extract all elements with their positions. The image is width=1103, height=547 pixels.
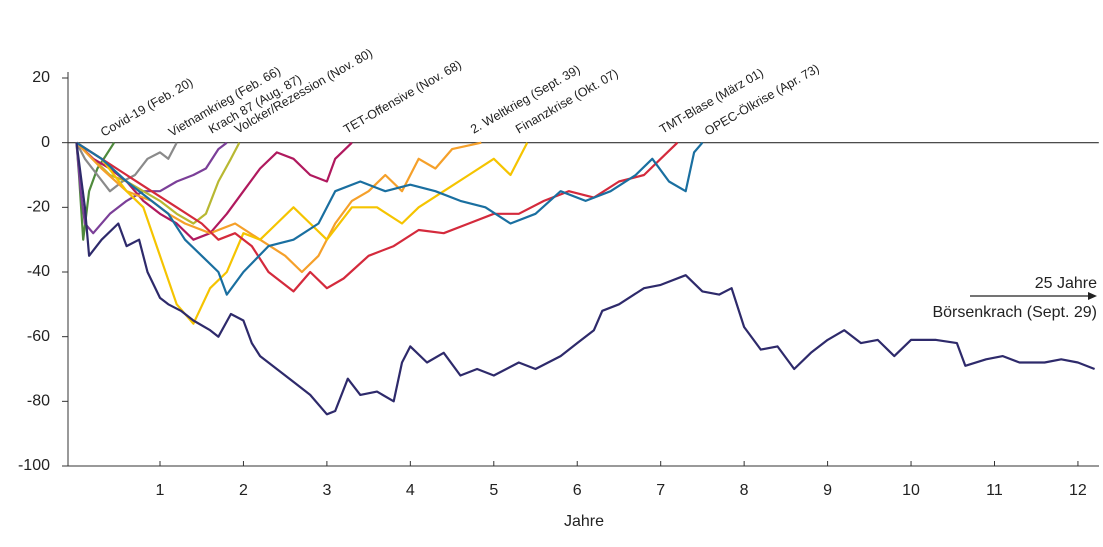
x-tick-label: 1 <box>156 482 165 499</box>
y-tick-label: 0 <box>41 134 50 151</box>
x-tick-label: 6 <box>573 482 582 499</box>
line <box>75 141 704 296</box>
x-tick-label: 2 <box>239 482 248 499</box>
x-tick-label: 4 <box>406 482 415 499</box>
series-label: TET-Offensive (Nov. 68) <box>341 58 464 137</box>
annotation: 25 Jahre <box>1035 275 1097 292</box>
x-tick-label: 9 <box>823 482 832 499</box>
line <box>75 142 1095 416</box>
line <box>75 142 178 193</box>
series-label: Börsenkrach (Sept. 29) <box>932 304 1097 321</box>
x-tick-label: 12 <box>1069 482 1087 499</box>
y-tick-label: -60 <box>27 328 50 345</box>
x-axis-label: Jahre <box>564 513 604 530</box>
x-tick-label: 10 <box>902 482 920 499</box>
x-tick-label: 5 <box>489 482 498 499</box>
y-tick-label: -100 <box>18 457 50 474</box>
y-tick-label: -20 <box>27 199 50 216</box>
line <box>75 141 529 325</box>
x-tick-label: 3 <box>322 482 331 499</box>
x-tick-label: 11 <box>986 482 1003 499</box>
arrow-head <box>1088 292 1097 300</box>
y-tick-label: -40 <box>27 263 50 280</box>
x-tick-label: 8 <box>740 482 749 499</box>
y-tick-label: 20 <box>32 69 50 86</box>
x-tick-label: 7 <box>656 482 665 499</box>
line <box>75 141 679 293</box>
y-tick-label: -80 <box>27 393 50 410</box>
